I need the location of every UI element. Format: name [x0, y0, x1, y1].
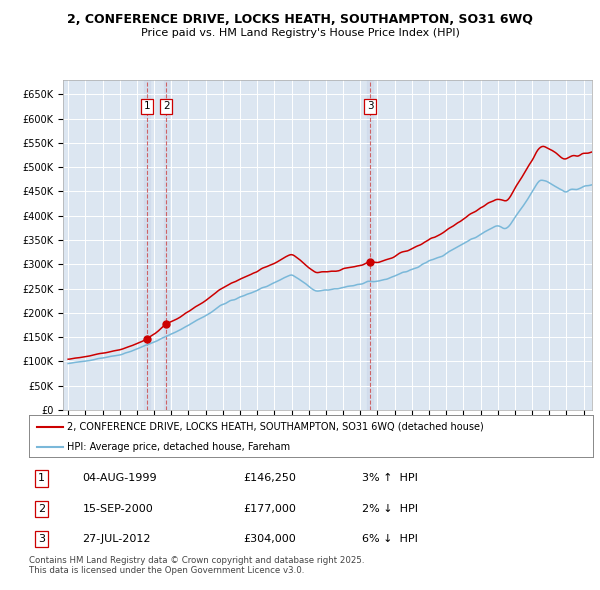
Text: 1: 1: [38, 474, 45, 483]
Text: Contains HM Land Registry data © Crown copyright and database right 2025.
This d: Contains HM Land Registry data © Crown c…: [29, 556, 364, 575]
Text: 2: 2: [38, 504, 45, 514]
Text: 2% ↓  HPI: 2% ↓ HPI: [362, 504, 418, 514]
Text: 2, CONFERENCE DRIVE, LOCKS HEATH, SOUTHAMPTON, SO31 6WQ (detached house): 2, CONFERENCE DRIVE, LOCKS HEATH, SOUTHA…: [67, 422, 484, 432]
Text: 3% ↑  HPI: 3% ↑ HPI: [362, 474, 418, 483]
Text: £146,250: £146,250: [243, 474, 296, 483]
Text: 27-JUL-2012: 27-JUL-2012: [82, 534, 151, 544]
Text: HPI: Average price, detached house, Fareham: HPI: Average price, detached house, Fare…: [67, 442, 290, 451]
Text: 2: 2: [163, 101, 170, 112]
Text: £177,000: £177,000: [243, 504, 296, 514]
Text: 15-SEP-2000: 15-SEP-2000: [82, 504, 153, 514]
Text: 3: 3: [367, 101, 373, 112]
Bar: [164, 80, 169, 410]
Text: 1: 1: [144, 101, 151, 112]
Text: 3: 3: [38, 534, 45, 544]
Text: £304,000: £304,000: [243, 534, 296, 544]
Bar: [145, 80, 149, 410]
Text: 04-AUG-1999: 04-AUG-1999: [82, 474, 157, 483]
Text: 6% ↓  HPI: 6% ↓ HPI: [362, 534, 418, 544]
Bar: [367, 80, 373, 410]
Text: Price paid vs. HM Land Registry's House Price Index (HPI): Price paid vs. HM Land Registry's House …: [140, 28, 460, 38]
Text: 2, CONFERENCE DRIVE, LOCKS HEATH, SOUTHAMPTON, SO31 6WQ: 2, CONFERENCE DRIVE, LOCKS HEATH, SOUTHA…: [67, 13, 533, 26]
